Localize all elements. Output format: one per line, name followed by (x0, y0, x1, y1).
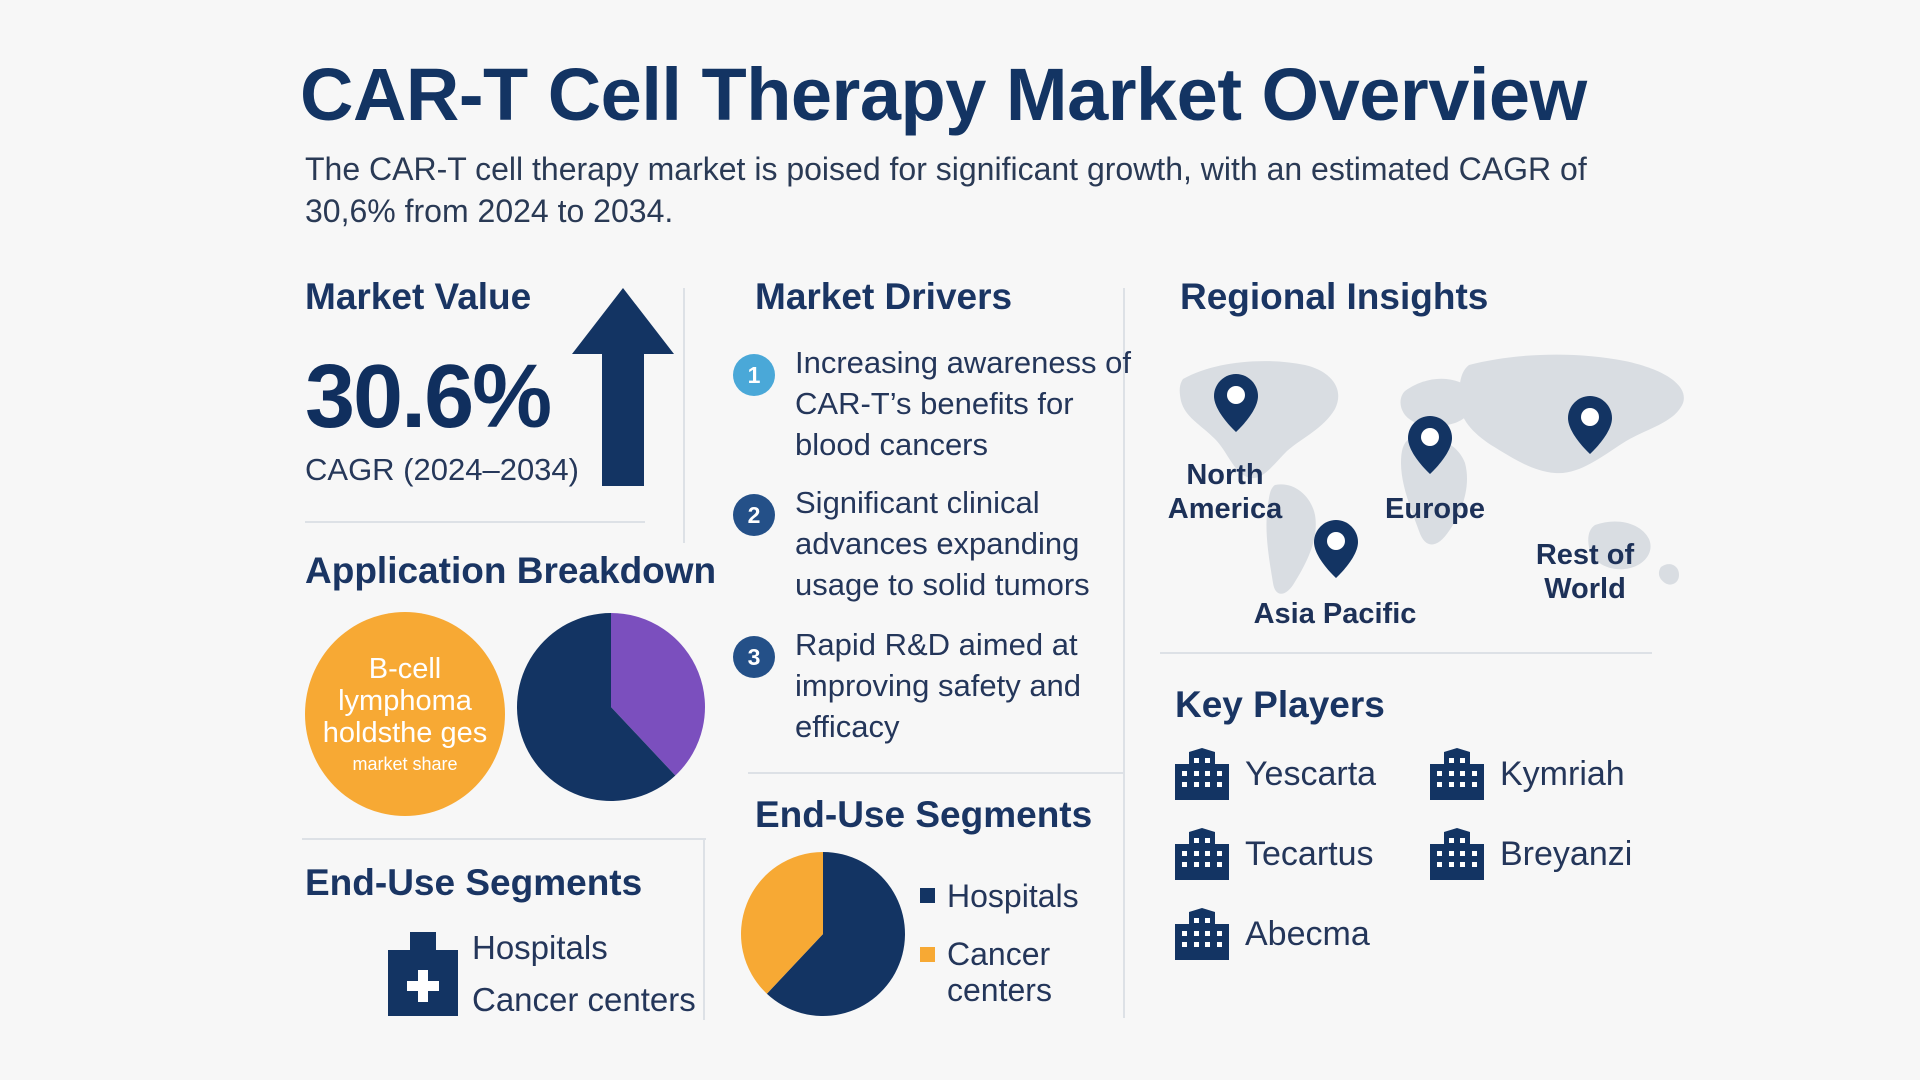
b-cell-lymphoma-text: B-cell lymphoma holdsthe ges (322, 653, 488, 749)
end-use-legend: Hospitals Cancer centers (920, 878, 1080, 1008)
key-players-heading: Key Players (1175, 684, 1385, 725)
region-label-asia-pacific: Asia Pacific (1253, 598, 1417, 630)
divider (748, 772, 1124, 774)
driver-number-badge: 3 (733, 636, 775, 678)
map-pin-icon (1214, 374, 1258, 432)
end-use-pie-chart (741, 852, 905, 1016)
market-share-text: market share (352, 754, 458, 774)
building-icon (1175, 908, 1229, 960)
application-breakdown-heading: Application Breakdown (305, 550, 717, 591)
hospital-cross-icon (388, 932, 458, 1016)
map-pin-icon (1314, 520, 1358, 578)
b-cell-lymphoma-badge: B-cell lymphoma holdsthe ges market shar… (305, 612, 505, 816)
driver-text: Rapid R&D aimed at improving safety and … (795, 627, 1082, 744)
player-name: Abecma (1245, 914, 1370, 953)
building-icon (1175, 748, 1229, 800)
divider (683, 288, 685, 543)
driver-number-badge: 2 (733, 494, 775, 536)
building-icon (1430, 828, 1484, 880)
driver-item: 1 Increasing awareness of CAR-T’s benefi… (733, 342, 1131, 472)
market-value-heading: Market Value (305, 276, 532, 317)
pie-slice (517, 613, 676, 801)
driver-text: Significant clinical advances expanding … (795, 485, 1090, 602)
divider (305, 521, 645, 523)
divider (302, 838, 706, 840)
pie-slice (611, 613, 705, 776)
map-pin-icon (1408, 416, 1452, 474)
up-arrow-icon (572, 288, 674, 486)
legend-swatch (920, 888, 935, 904)
divider (703, 840, 705, 1020)
driver-number-badge: 1 (733, 354, 775, 396)
pie-slice (741, 852, 823, 994)
building-icon (1175, 828, 1229, 880)
legend-swatch (920, 947, 935, 962)
legend-label: Hospitals (947, 878, 1079, 914)
page-title: CAR-T Cell Therapy Market Overview (300, 53, 1587, 136)
map-pin-icon (1568, 396, 1612, 454)
end-use-left-item-cancer-centers: Cancer centers (472, 981, 696, 1018)
market-value-figure: 30.6% (305, 347, 552, 447)
driver-text: Increasing awareness of CAR-T’s benefits… (795, 345, 1132, 462)
player-item: Yescarta (1175, 748, 1376, 800)
market-value-caption: CAGR (2024–2034) (305, 452, 579, 487)
regional-insights-heading: Regional Insights (1180, 276, 1489, 317)
end-use-left-heading: End-Use Segments (305, 862, 643, 903)
end-use-left-item-hospitals: Hospitals (472, 929, 608, 966)
divider (1123, 288, 1125, 1018)
player-item: Abecma (1175, 908, 1370, 960)
market-drivers-heading: Market Drivers (755, 276, 1013, 317)
pie-slice (766, 852, 905, 1016)
page-subtitle: The CAR-T cell therapy market is poised … (305, 151, 1587, 229)
region-label-north-america: North America (1167, 459, 1283, 525)
region-label-europe: Europe (1385, 493, 1485, 525)
legend-item-hospitals: Hospitals (920, 878, 1080, 914)
driver-item: 2 Significant clinical advances expandin… (733, 482, 1113, 612)
player-item: Kymriah (1430, 748, 1625, 800)
driver-item: 3 Rapid R&D aimed at improving safety an… (733, 624, 1113, 754)
player-item: Tecartus (1175, 828, 1374, 880)
player-name: Breyanzi (1500, 834, 1633, 873)
divider (1160, 652, 1652, 654)
application-pie-chart (517, 613, 705, 801)
legend-item-cancer-centers: Cancer centers (920, 936, 1080, 1008)
region-label-rest-of-world: Rest of World (1535, 539, 1635, 605)
player-name: Kymriah (1500, 754, 1625, 793)
player-name: Yescarta (1245, 754, 1377, 793)
end-use-mid-heading: End-Use Segments (755, 794, 1093, 835)
player-item: Breyanzi (1430, 828, 1632, 880)
legend-label: Cancer centers (947, 936, 1052, 1008)
building-icon (1430, 748, 1484, 800)
player-name: Tecartus (1245, 834, 1374, 873)
